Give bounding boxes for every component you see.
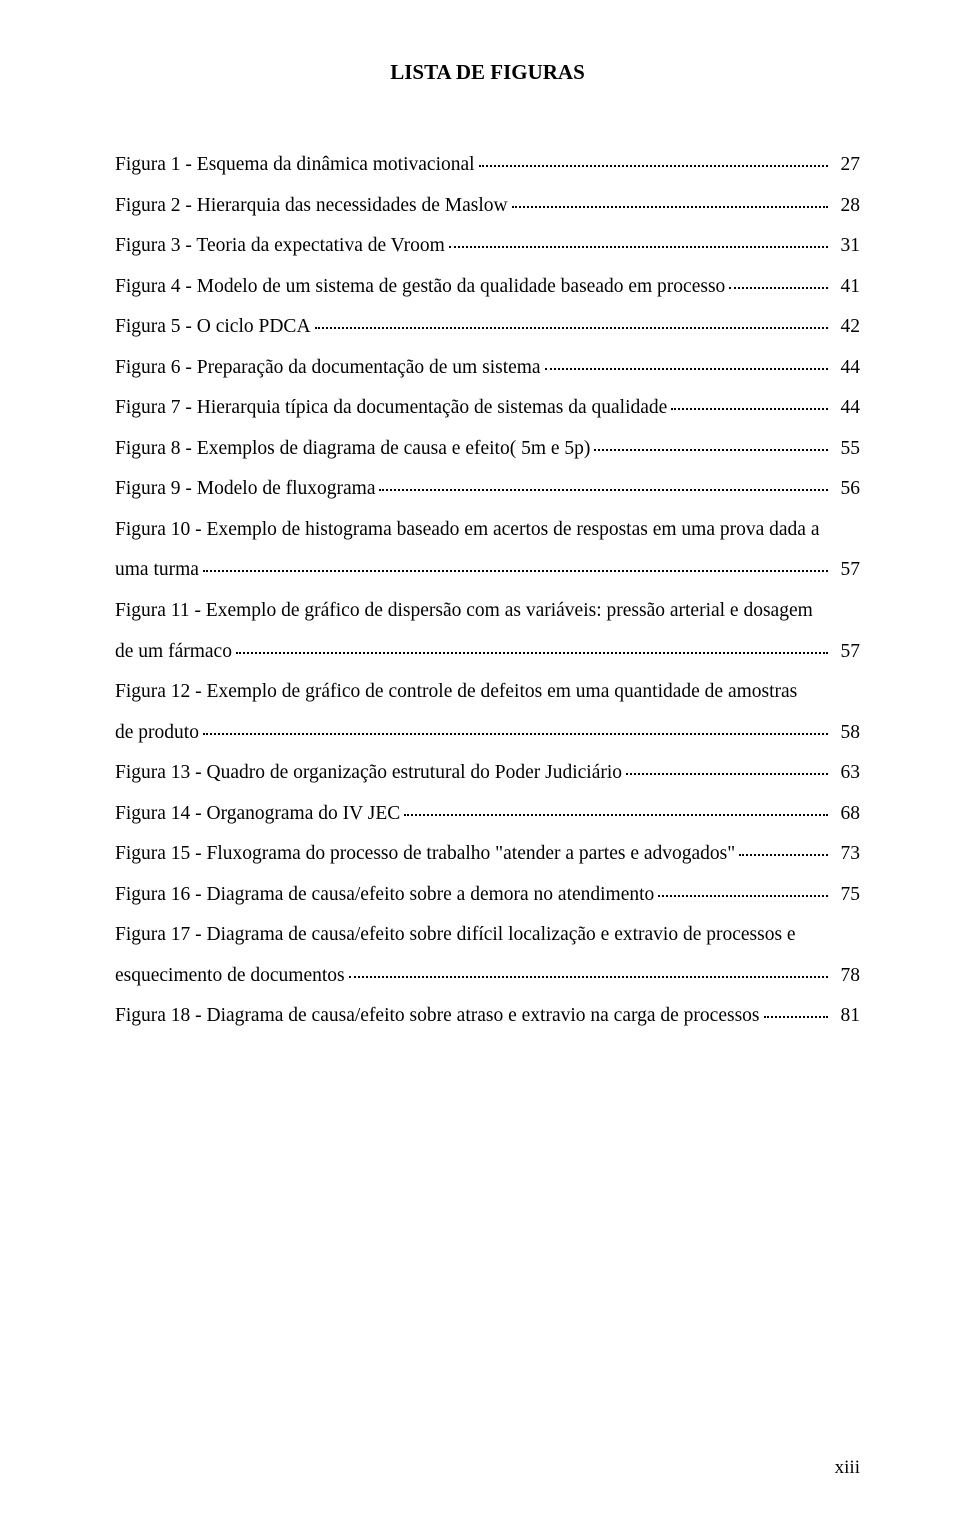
list-entry-line1: Figura 17 - Diagrama de causa/efeito sob… <box>115 915 860 956</box>
entry-label: Figura 7 - Hierarquia típica da document… <box>115 388 667 429</box>
list-entry: Figura 8 - Exemplos de diagrama de causa… <box>115 429 860 470</box>
entry-page: 27 <box>832 145 860 186</box>
list-entry-line1: Figura 12 - Exemplo de gráfico de contro… <box>115 672 860 713</box>
entry-label: Figura 11 - Exemplo de gráfico de disper… <box>115 600 813 621</box>
list-entry: de produto 58 <box>115 713 860 754</box>
leader-dots <box>594 449 828 451</box>
entry-page: 57 <box>832 632 860 673</box>
entry-page: 31 <box>832 226 860 267</box>
entry-label: Figura 2 - Hierarquia das necessidades d… <box>115 186 508 227</box>
entry-page: 68 <box>832 794 860 835</box>
entry-page: 55 <box>832 429 860 470</box>
leader-dots <box>449 246 828 248</box>
leader-dots <box>203 733 828 735</box>
leader-dots <box>764 1016 829 1018</box>
leader-dots <box>236 652 828 654</box>
leader-dots <box>626 773 828 775</box>
entry-page: 58 <box>832 713 860 754</box>
list-entry: Figura 2 - Hierarquia das necessidades d… <box>115 186 860 227</box>
leader-dots <box>349 976 828 978</box>
entry-page: 44 <box>832 388 860 429</box>
entry-label: Figura 4 - Modelo de um sistema de gestã… <box>115 267 725 308</box>
list-entry: Figura 5 - O ciclo PDCA 42 <box>115 307 860 348</box>
entry-label: Figura 8 - Exemplos de diagrama de causa… <box>115 429 590 470</box>
list-entry: Figura 4 - Modelo de um sistema de gestã… <box>115 267 860 308</box>
list-entry-line1: Figura 10 - Exemplo de histograma basead… <box>115 510 860 551</box>
entry-label: Figura 18 - Diagrama de causa/efeito sob… <box>115 996 760 1037</box>
entry-label: Figura 10 - Exemplo de histograma basead… <box>115 519 819 540</box>
page-number: xiii <box>835 1457 860 1479</box>
list-entry: Figura 14 - Organograma do IV JEC 68 <box>115 794 860 835</box>
leader-dots <box>545 368 828 370</box>
entry-page: 41 <box>832 267 860 308</box>
leader-dots <box>379 489 828 491</box>
leader-dots <box>315 327 828 329</box>
entry-continuation: uma turma <box>115 550 199 591</box>
leader-dots <box>479 165 828 167</box>
entry-label: Figura 5 - O ciclo PDCA <box>115 307 311 348</box>
list-entry: Figura 15 - Fluxograma do processo de tr… <box>115 834 860 875</box>
figure-list: Figura 1 - Esquema da dinâmica motivacio… <box>115 145 860 1037</box>
entry-page: 63 <box>832 753 860 794</box>
list-entry-line1: Figura 11 - Exemplo de gráfico de disper… <box>115 591 860 632</box>
list-entry: Figura 6 - Preparação da documentação de… <box>115 348 860 389</box>
list-entry: Figura 7 - Hierarquia típica da document… <box>115 388 860 429</box>
leader-dots <box>404 814 828 816</box>
entry-page: 81 <box>832 996 860 1037</box>
entry-label: Figura 16 - Diagrama de causa/efeito sob… <box>115 875 654 916</box>
entry-label: Figura 3 - Teoria da expectativa de Vroo… <box>115 226 445 267</box>
list-entry: Figura 13 - Quadro de organização estrut… <box>115 753 860 794</box>
entry-label: Figura 12 - Exemplo de gráfico de contro… <box>115 681 797 702</box>
entry-label: Figura 6 - Preparação da documentação de… <box>115 348 541 389</box>
entry-continuation: de um fármaco <box>115 632 232 673</box>
list-entry: Figura 18 - Diagrama de causa/efeito sob… <box>115 996 860 1037</box>
entry-page: 44 <box>832 348 860 389</box>
leader-dots <box>739 854 828 856</box>
entry-continuation: de produto <box>115 713 199 754</box>
list-entry: uma turma 57 <box>115 550 860 591</box>
leader-dots <box>658 895 828 897</box>
list-entry: Figura 1 - Esquema da dinâmica motivacio… <box>115 145 860 186</box>
list-entry: de um fármaco 57 <box>115 632 860 673</box>
list-entry: esquecimento de documentos 78 <box>115 956 860 997</box>
entry-label: Figura 13 - Quadro de organização estrut… <box>115 753 622 794</box>
leader-dots <box>203 570 828 572</box>
list-entry: Figura 3 - Teoria da expectativa de Vroo… <box>115 226 860 267</box>
entry-page: 42 <box>832 307 860 348</box>
entry-continuation: esquecimento de documentos <box>115 956 345 997</box>
list-entry: Figura 9 - Modelo de fluxograma 56 <box>115 469 860 510</box>
entry-label: Figura 17 - Diagrama de causa/efeito sob… <box>115 924 796 945</box>
entry-page: 28 <box>832 186 860 227</box>
leader-dots <box>671 408 828 410</box>
leader-dots <box>729 287 828 289</box>
entry-page: 75 <box>832 875 860 916</box>
page-title: LISTA DE FIGURAS <box>115 60 860 85</box>
list-entry: Figura 16 - Diagrama de causa/efeito sob… <box>115 875 860 916</box>
entry-label: Figura 1 - Esquema da dinâmica motivacio… <box>115 145 475 186</box>
entry-page: 57 <box>832 550 860 591</box>
entry-page: 73 <box>832 834 860 875</box>
leader-dots <box>512 206 828 208</box>
entry-page: 56 <box>832 469 860 510</box>
entry-label: Figura 15 - Fluxograma do processo de tr… <box>115 834 735 875</box>
entry-page: 78 <box>832 956 860 997</box>
entry-label: Figura 14 - Organograma do IV JEC <box>115 794 400 835</box>
entry-label: Figura 9 - Modelo de fluxograma <box>115 469 375 510</box>
